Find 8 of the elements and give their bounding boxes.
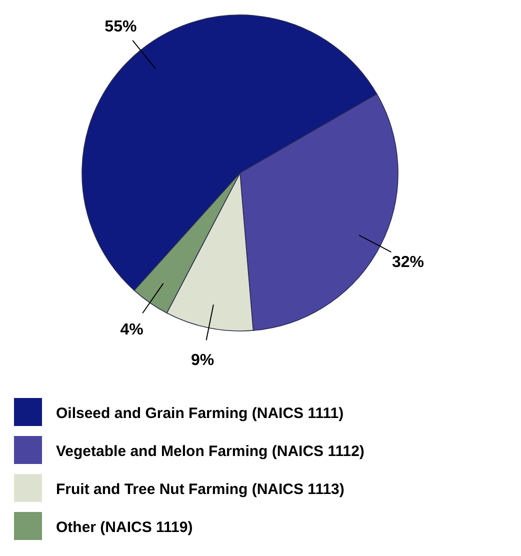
legend-label: Other (NAICS 1119): [56, 519, 193, 536]
data-label: 4%: [120, 322, 144, 339]
legend-label: Vegetable and Melon Farming (NAICS 1112): [56, 443, 364, 460]
data-label: 9%: [190, 352, 214, 369]
data-label: 55%: [104, 18, 137, 36]
legend-label: Fruit and Tree Nut Farming (NAICS 1113): [56, 481, 344, 498]
legend-label: Oilseed and Grain Farming (NAICS 1111): [56, 405, 344, 422]
data-label: 32%: [392, 254, 424, 271]
